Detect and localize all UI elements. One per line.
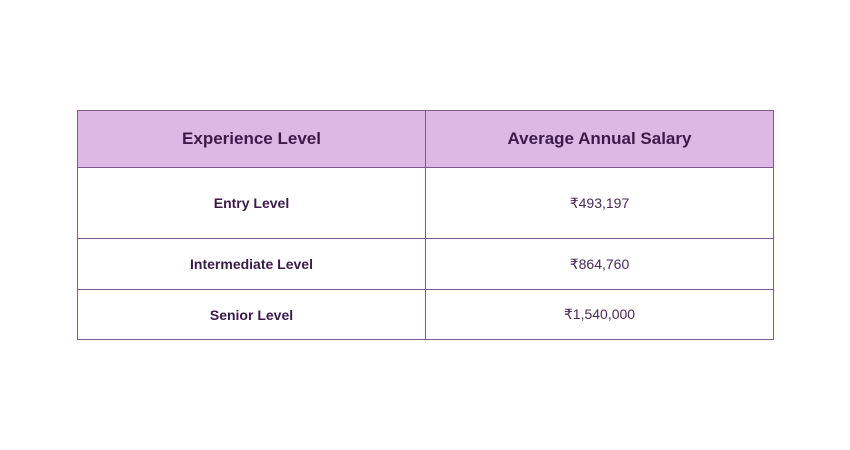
salary-cell: ₹864,760 bbox=[425, 238, 774, 290]
experience-level-cell: Senior Level bbox=[77, 289, 426, 340]
salary-cell: ₹493,197 bbox=[425, 167, 774, 239]
table-row: Senior Level ₹1,540,000 bbox=[77, 289, 774, 340]
column-header-experience-level: Experience Level bbox=[77, 110, 426, 168]
salary-cell: ₹1,540,000 bbox=[425, 289, 774, 340]
column-header-average-annual-salary: Average Annual Salary bbox=[425, 110, 774, 168]
table-body: Entry Level ₹493,197 Intermediate Level … bbox=[77, 167, 774, 340]
salary-table: Experience Level Average Annual Salary E… bbox=[77, 110, 774, 340]
header-row: Experience Level Average Annual Salary bbox=[77, 110, 774, 168]
table-row: Intermediate Level ₹864,760 bbox=[77, 238, 774, 290]
table-row: Entry Level ₹493,197 bbox=[77, 167, 774, 239]
experience-level-cell: Intermediate Level bbox=[77, 238, 426, 290]
table-header: Experience Level Average Annual Salary bbox=[77, 110, 774, 168]
salary-table-container: Experience Level Average Annual Salary E… bbox=[77, 110, 774, 340]
experience-level-cell: Entry Level bbox=[77, 167, 426, 239]
